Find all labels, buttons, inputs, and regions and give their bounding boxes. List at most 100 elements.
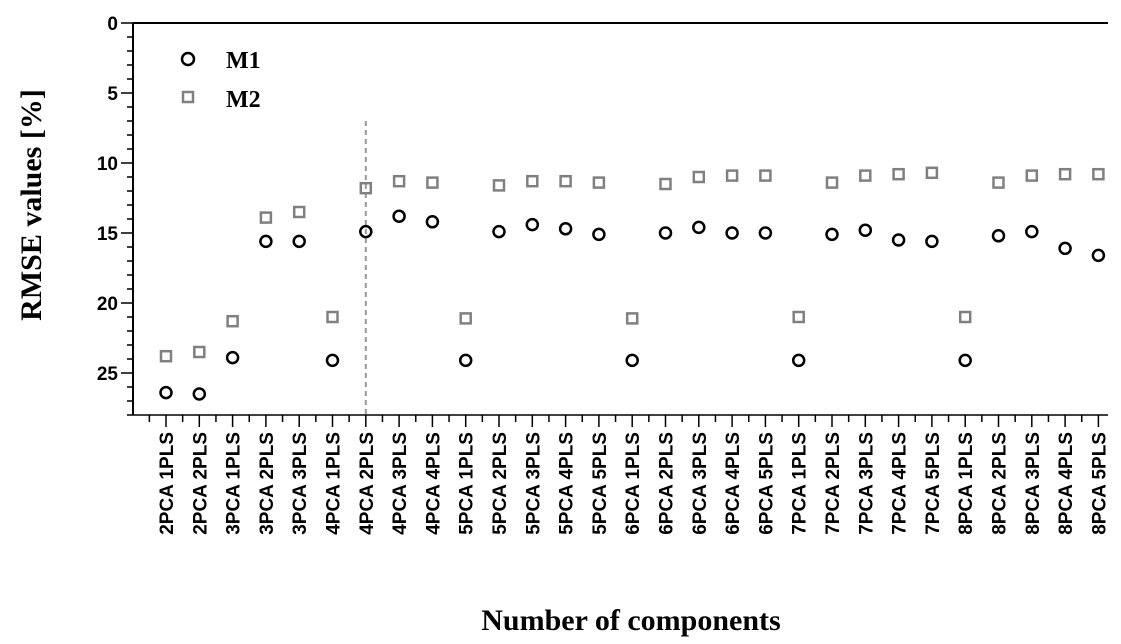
data-point-m1 (1025, 224, 1039, 239)
data-point-m1 (325, 353, 340, 368)
legend-m1-label: M1 (226, 48, 261, 74)
legend: M1 M2 (180, 48, 261, 113)
data-point-m2 (692, 170, 706, 184)
y-tick-label: 0 (107, 14, 118, 35)
data-point-m2 (859, 169, 872, 182)
legend-m1-marker (180, 51, 196, 67)
y-tick-label: 25 (97, 364, 119, 385)
x-tick-label: 6PCA 2PLS (657, 432, 678, 535)
x-tick-label: 5PCA 2PLS (490, 432, 511, 535)
data-point-m1 (259, 234, 273, 249)
data-point-m1 (425, 215, 440, 229)
series-m2 (159, 166, 1105, 363)
data-point-m2 (559, 174, 572, 188)
x-tick-label: 7PCA 1PLS (790, 432, 811, 535)
x-tick-label: 8PCA 3PLS (1023, 432, 1044, 535)
data-point-m1 (858, 223, 873, 237)
data-point-m2 (226, 314, 239, 328)
x-tick-label: 7PCA 3PLS (856, 432, 877, 535)
data-point-m1 (292, 234, 306, 249)
data-point-m2 (592, 176, 606, 189)
x-tick-label: 8PCA 1PLS (956, 432, 977, 535)
data-point-m2 (359, 181, 373, 195)
data-point-m2 (792, 310, 805, 324)
x-tick-label: 7PCA 4PLS (890, 432, 911, 535)
data-point-m1 (359, 224, 373, 239)
legend-m2-marker (181, 90, 195, 104)
data-point-m1 (1058, 241, 1072, 256)
data-point-m1 (958, 353, 972, 368)
x-tick-label: 6PCA 5PLS (756, 432, 777, 535)
y-tick-label: 20 (97, 294, 118, 315)
data-point-m2 (292, 205, 306, 219)
data-point-m1 (891, 233, 906, 247)
x-tick-label: 8PCA 5PLS (1089, 432, 1110, 535)
data-point-m2 (825, 176, 839, 189)
data-point-m1 (492, 224, 506, 239)
data-point-m1 (392, 209, 406, 223)
x-ticks-group: 2PCA 1PLS 2PCA 2PLS 3PCA 1PLS 3PCA 2PLS 3PCA… (148, 415, 1110, 535)
data-point-m1 (159, 385, 173, 400)
x-tick-label: 6PCA 4PLS (723, 432, 744, 535)
x-tick-label: 7PCA 5PLS (923, 432, 944, 535)
data-point-m1 (558, 222, 573, 236)
data-point-m2 (625, 312, 639, 325)
data-point-m1 (825, 227, 839, 242)
y-tick-label: 10 (97, 154, 118, 175)
x-tick-label: 3PCA 1PLS (224, 432, 245, 535)
data-point-m1 (692, 220, 706, 235)
x-tick-label: 4PCA 3PLS (390, 432, 411, 535)
data-point-m2 (1025, 169, 1039, 182)
data-point-m2 (193, 345, 206, 359)
data-point-m2 (392, 174, 406, 188)
x-tick-label: 5PCA 5PLS (590, 432, 611, 535)
x-tick-label: 8PCA 4PLS (1056, 432, 1077, 535)
data-point-m1 (225, 350, 240, 365)
data-point-m2 (759, 169, 772, 182)
y-tick-label: 15 (97, 224, 119, 245)
data-point-m2 (958, 310, 972, 324)
x-tick-label: 5PCA 1PLS (457, 432, 478, 535)
data-point-m2 (159, 349, 173, 363)
x-tick-label: 6PCA 1PLS (623, 432, 644, 535)
legend-m2-label: M2 (226, 87, 261, 113)
series-m1 (159, 209, 1106, 401)
data-point-m1 (1091, 248, 1106, 263)
data-point-m2 (426, 176, 439, 189)
data-point-m2 (1092, 167, 1105, 181)
data-point-m1 (725, 226, 739, 240)
data-point-m2 (459, 312, 472, 325)
data-point-m1 (625, 353, 639, 368)
data-point-m1 (192, 387, 207, 401)
x-tick-label: 4PCA 1PLS (324, 432, 345, 535)
data-point-m1 (592, 227, 606, 242)
data-point-m2 (1058, 167, 1072, 181)
data-point-m1 (758, 226, 773, 240)
x-tick-label: 5PCA 3PLS (523, 432, 544, 535)
y-axis-title: RMSE values [%] (15, 89, 48, 321)
x-tick-label: 4PCA 2PLS (357, 432, 378, 535)
data-point-m2 (326, 310, 339, 324)
data-point-m2 (992, 176, 1005, 189)
x-tick-label: 7PCA 2PLS (823, 432, 844, 535)
x-tick-label: 2PCA 1PLS (157, 432, 178, 535)
data-point-m2 (259, 211, 273, 224)
data-point-m1 (991, 229, 1006, 243)
x-axis-title: Number of components (481, 604, 780, 637)
data-point-m1 (658, 226, 673, 240)
series-layer (159, 166, 1106, 401)
x-tick-label: 3PCA 3PLS (290, 432, 311, 535)
data-point-m1 (525, 217, 540, 232)
x-tick-label: 4PCA 4PLS (423, 432, 444, 535)
x-tick-label: 8PCA 2PLS (990, 432, 1011, 535)
data-point-m2 (492, 179, 506, 192)
x-tick-label: 5PCA 4PLS (557, 432, 578, 535)
data-point-m2 (892, 167, 905, 181)
data-point-m1 (791, 353, 806, 368)
data-point-m2 (725, 169, 739, 182)
x-tick-label: 2PCA 2PLS (190, 432, 211, 535)
data-point-m1 (925, 234, 939, 249)
x-tick-label: 6PCA 3PLS (690, 432, 711, 535)
